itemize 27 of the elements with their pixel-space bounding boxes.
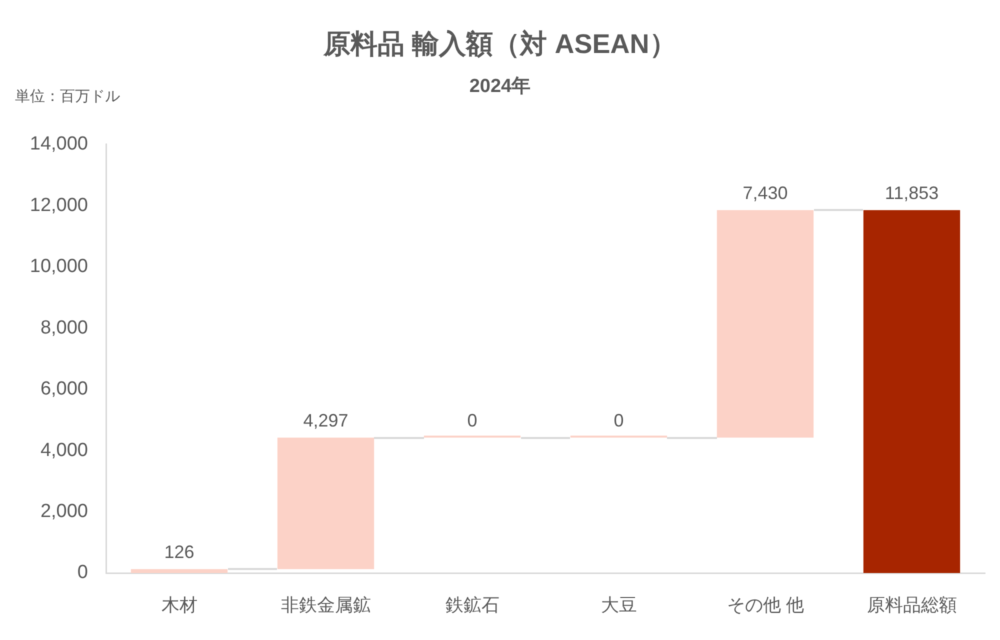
bar xyxy=(863,210,960,573)
x-tick-label: 鉄鉱石 xyxy=(445,594,500,615)
data-label: 126 xyxy=(164,542,194,562)
y-tick-label: 10,000 xyxy=(30,256,88,278)
chart-subtitle: 2024年 xyxy=(469,76,531,97)
bar xyxy=(130,569,228,573)
chart-title: 原料品 輸入額（対 ASEAN） xyxy=(322,28,678,61)
x-tick-label: その他 他 xyxy=(726,594,804,615)
y-tick-label: 4,000 xyxy=(40,440,88,461)
data-label: 11,853 xyxy=(884,183,939,204)
text: 単位：百万ドル xyxy=(15,87,120,107)
x-tick-label: 木材 xyxy=(161,594,198,615)
y-tick-label: 14,000 xyxy=(30,134,88,155)
y-tick-label: 12,000 xyxy=(30,194,88,216)
y-tick-label: 0 xyxy=(77,562,88,584)
x-tick-label: 非鉄金属鉱 xyxy=(280,594,371,615)
y-tick-label: 2,000 xyxy=(40,501,88,522)
bar xyxy=(277,438,374,570)
x-tick-label: 大豆 xyxy=(600,594,637,615)
y-tick-label: 6,000 xyxy=(40,378,88,400)
data-label: 4,297 xyxy=(303,410,348,431)
data-label: 0 xyxy=(467,410,478,431)
data-label: 7,430 xyxy=(742,183,788,204)
data-label: 0 xyxy=(614,410,624,431)
y-tick-label: 8,000 xyxy=(40,317,88,338)
x-tick-label: 原料品総額 xyxy=(866,594,957,615)
bar xyxy=(716,210,814,438)
